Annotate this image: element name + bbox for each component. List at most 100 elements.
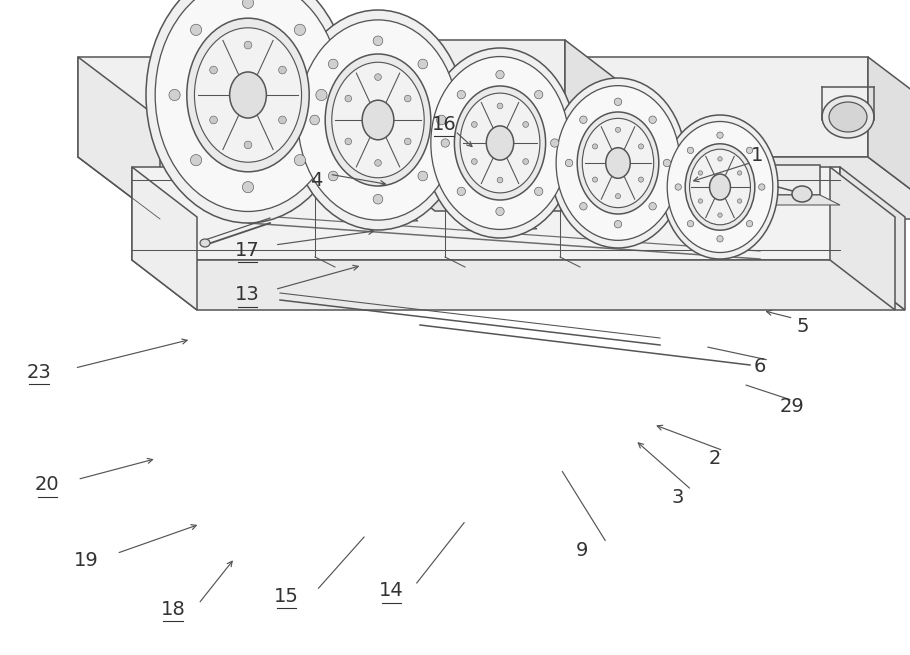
Circle shape (190, 24, 202, 35)
Polygon shape (588, 225, 642, 235)
Text: 20: 20 (35, 475, 60, 495)
Circle shape (244, 141, 252, 149)
Ellipse shape (156, 0, 341, 212)
Circle shape (471, 122, 477, 127)
Ellipse shape (582, 119, 653, 208)
Text: 3: 3 (672, 488, 684, 508)
Polygon shape (78, 57, 160, 219)
Circle shape (190, 155, 202, 166)
Ellipse shape (290, 10, 466, 230)
Circle shape (497, 177, 503, 183)
Circle shape (209, 116, 217, 124)
Circle shape (614, 98, 622, 105)
Circle shape (534, 187, 543, 196)
Polygon shape (477, 219, 537, 229)
Circle shape (375, 160, 381, 166)
Ellipse shape (822, 96, 874, 138)
Circle shape (345, 138, 351, 145)
Circle shape (496, 207, 504, 215)
Ellipse shape (325, 54, 430, 186)
Ellipse shape (685, 144, 754, 230)
Circle shape (649, 202, 656, 210)
Circle shape (649, 116, 656, 123)
Text: 9: 9 (576, 540, 589, 560)
Ellipse shape (332, 62, 424, 178)
Circle shape (759, 184, 765, 190)
Circle shape (687, 221, 693, 227)
Polygon shape (840, 167, 905, 310)
Circle shape (615, 194, 621, 198)
Polygon shape (78, 157, 910, 219)
Circle shape (294, 24, 306, 35)
Circle shape (316, 89, 327, 101)
Circle shape (663, 159, 671, 167)
Ellipse shape (229, 72, 267, 118)
Circle shape (718, 157, 723, 161)
Circle shape (737, 171, 742, 175)
Polygon shape (830, 167, 895, 310)
Ellipse shape (451, 66, 473, 84)
Text: 19: 19 (74, 550, 99, 570)
Polygon shape (132, 167, 197, 310)
Circle shape (551, 139, 559, 147)
Ellipse shape (424, 48, 576, 238)
Text: 29: 29 (779, 396, 804, 416)
Circle shape (457, 187, 466, 196)
Text: 17: 17 (235, 240, 260, 260)
Polygon shape (132, 260, 905, 310)
Ellipse shape (792, 186, 812, 202)
Circle shape (471, 159, 477, 164)
Circle shape (309, 115, 319, 125)
Circle shape (375, 74, 381, 81)
Ellipse shape (200, 239, 210, 247)
Polygon shape (352, 177, 404, 211)
Circle shape (373, 36, 383, 46)
Circle shape (437, 115, 446, 125)
Circle shape (718, 213, 723, 217)
Circle shape (592, 144, 598, 149)
Circle shape (329, 171, 338, 181)
Text: 15: 15 (274, 586, 299, 606)
Text: 2: 2 (708, 449, 721, 468)
Ellipse shape (187, 18, 309, 172)
Circle shape (687, 147, 693, 153)
Text: 14: 14 (379, 581, 404, 601)
Circle shape (675, 184, 682, 190)
Circle shape (278, 66, 287, 74)
Circle shape (244, 41, 252, 49)
Polygon shape (375, 165, 625, 211)
Ellipse shape (454, 172, 470, 182)
Text: 23: 23 (26, 362, 52, 382)
Circle shape (242, 0, 254, 9)
Circle shape (329, 59, 338, 69)
Polygon shape (352, 211, 418, 221)
Circle shape (278, 116, 287, 124)
Ellipse shape (710, 174, 731, 200)
Circle shape (404, 95, 411, 102)
Ellipse shape (577, 112, 659, 214)
Polygon shape (218, 163, 278, 201)
Ellipse shape (454, 82, 470, 92)
Ellipse shape (454, 86, 546, 200)
Circle shape (580, 202, 587, 210)
Polygon shape (78, 57, 868, 157)
Ellipse shape (430, 56, 569, 229)
Circle shape (418, 59, 428, 69)
Ellipse shape (195, 28, 301, 162)
Polygon shape (755, 165, 820, 195)
Circle shape (242, 181, 254, 193)
Ellipse shape (606, 147, 631, 178)
Ellipse shape (829, 102, 867, 132)
Circle shape (457, 90, 466, 99)
Polygon shape (218, 201, 292, 211)
Text: 5: 5 (796, 316, 809, 336)
Circle shape (418, 171, 428, 181)
Ellipse shape (690, 149, 751, 225)
Circle shape (534, 90, 543, 99)
Polygon shape (755, 195, 840, 205)
Circle shape (746, 147, 753, 153)
Circle shape (717, 132, 723, 138)
Circle shape (565, 159, 572, 167)
Circle shape (592, 177, 598, 182)
Circle shape (497, 103, 503, 109)
